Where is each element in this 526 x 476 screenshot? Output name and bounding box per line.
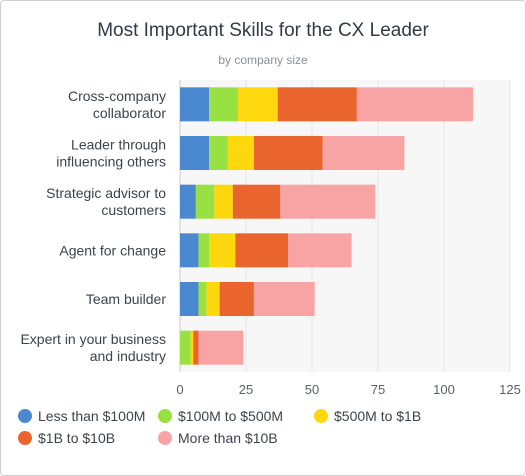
x-tick-label: 25 bbox=[239, 382, 253, 397]
legend-label: More than $10B bbox=[178, 430, 278, 446]
legend-item[interactable]: $100M to $500M bbox=[158, 408, 283, 424]
bar-segment[interactable] bbox=[180, 87, 210, 122]
bar-segment[interactable] bbox=[180, 282, 199, 316]
bar-segment[interactable] bbox=[180, 233, 199, 268]
x-tick-label: 100 bbox=[433, 382, 455, 397]
legend-item[interactable]: Less than $100M bbox=[18, 408, 145, 424]
bar-segment[interactable] bbox=[227, 136, 254, 170]
legend-swatch bbox=[158, 431, 172, 445]
x-tick-label: 125 bbox=[499, 382, 521, 397]
category-label: Expert in your business bbox=[20, 331, 166, 347]
bar-segment[interactable] bbox=[277, 87, 357, 122]
category-label: Cross-company bbox=[68, 88, 166, 104]
bar-segment[interactable] bbox=[235, 233, 289, 268]
bar-segment[interactable] bbox=[198, 330, 244, 365]
bar-segment[interactable] bbox=[180, 184, 196, 219]
legend-swatch bbox=[18, 431, 32, 445]
legend-swatch bbox=[158, 409, 172, 423]
legend-label: Less than $100M bbox=[38, 408, 146, 424]
bar-segment[interactable] bbox=[209, 136, 228, 170]
bar-segment[interactable] bbox=[193, 330, 199, 365]
bar-segment[interactable] bbox=[288, 233, 352, 268]
legend-item[interactable]: $1B to $10B bbox=[18, 430, 115, 446]
bar-segment[interactable] bbox=[180, 330, 191, 365]
category-label: collaborator bbox=[93, 105, 166, 121]
x-tick-label: 75 bbox=[371, 382, 385, 397]
legend-swatch bbox=[314, 409, 328, 423]
bar-segment[interactable] bbox=[253, 282, 315, 316]
legend-swatch bbox=[18, 409, 32, 423]
x-tick-label: 50 bbox=[305, 382, 319, 397]
legend-label: $500M to $1B bbox=[334, 408, 422, 424]
bar-segment[interactable] bbox=[206, 282, 220, 316]
bar-segment[interactable] bbox=[209, 233, 236, 268]
chart-subtitle: by company size bbox=[218, 53, 308, 67]
legend-item[interactable]: More than $10B bbox=[158, 430, 278, 446]
category-label: and industry bbox=[90, 348, 166, 364]
legend-item[interactable]: $500M to $1B bbox=[314, 408, 421, 424]
bar-segment[interactable] bbox=[198, 282, 207, 316]
bar-segment[interactable] bbox=[322, 136, 405, 170]
category-label: Team builder bbox=[86, 291, 166, 307]
bar-segment[interactable] bbox=[238, 87, 278, 122]
bar-segment[interactable] bbox=[214, 184, 233, 219]
bar-segment[interactable] bbox=[219, 282, 254, 316]
category-label: Leader through bbox=[71, 137, 166, 153]
category-label: customers bbox=[101, 202, 166, 218]
legend-label: $100M to $500M bbox=[178, 408, 284, 424]
bar-segment[interactable] bbox=[232, 184, 281, 219]
category-label: Agent for change bbox=[59, 242, 166, 258]
chart-title: Most Important Skills for the CX Leader bbox=[97, 20, 429, 41]
bars bbox=[180, 87, 474, 365]
bar-segment[interactable] bbox=[198, 233, 210, 268]
bar-segment[interactable] bbox=[190, 330, 194, 365]
legend-label: $1B to $10B bbox=[38, 430, 116, 446]
x-tick-label: 0 bbox=[176, 382, 183, 397]
bar-segment[interactable] bbox=[180, 136, 210, 170]
x-axis-ticks: 0 25 50 75 100 125 bbox=[176, 382, 520, 397]
bar-segment[interactable] bbox=[356, 87, 474, 122]
category-label: Strategic advisor to bbox=[46, 185, 166, 201]
category-label: influencing others bbox=[56, 154, 166, 170]
grid-lines bbox=[179, 80, 511, 372]
plot-area bbox=[180, 80, 510, 372]
bar-segment[interactable] bbox=[209, 87, 239, 122]
bar-segment[interactable] bbox=[280, 184, 376, 219]
bar-segment[interactable] bbox=[195, 184, 215, 219]
bar-segment[interactable] bbox=[253, 136, 323, 170]
